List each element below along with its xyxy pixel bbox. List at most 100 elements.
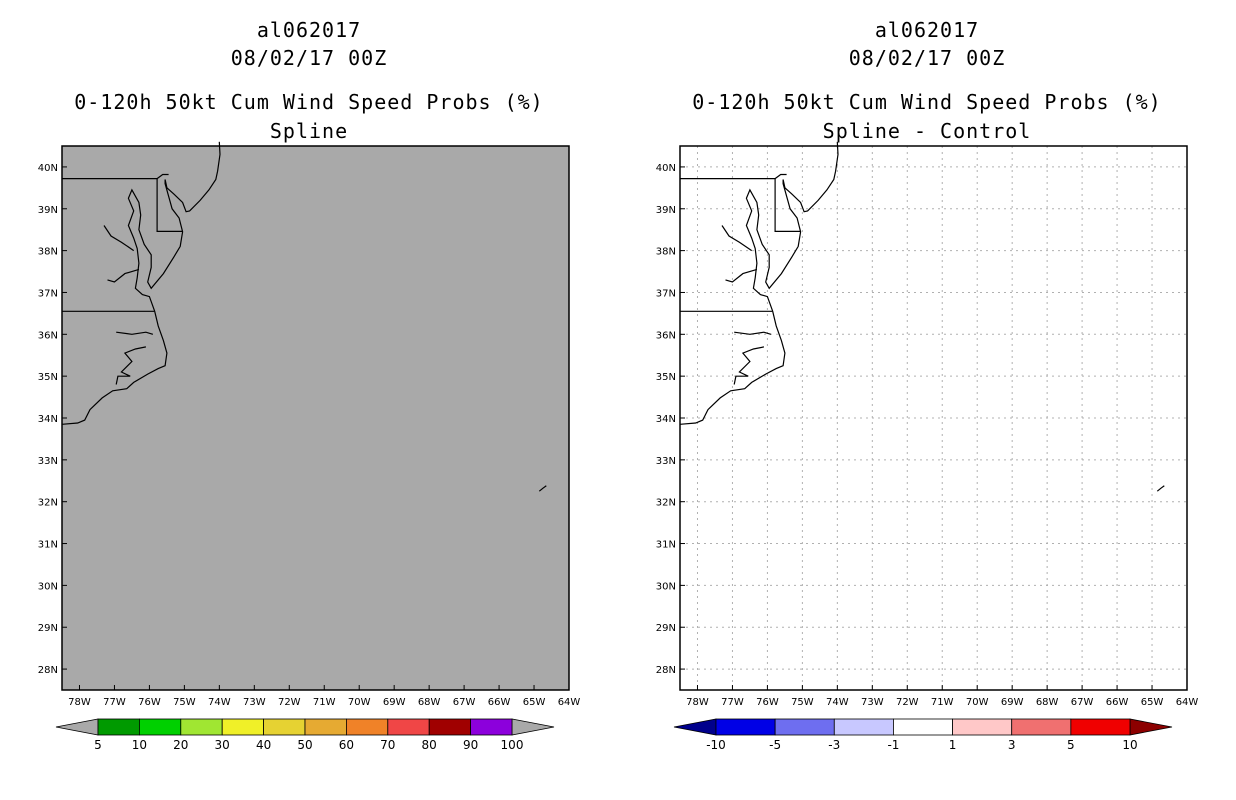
lat-tick-label: 28N (38, 665, 58, 676)
lat-tick-label: 34N (38, 414, 58, 425)
coastline (679, 141, 839, 425)
lat-tick-label: 36N (656, 330, 676, 341)
lat-tick-label: 31N (38, 540, 58, 551)
storm-id: al062017 (874, 18, 980, 42)
colorbar-label: -1 (887, 738, 899, 752)
colorbar-swatch (715, 718, 776, 736)
lon-tick-label: 65W (523, 697, 546, 708)
lon-tick-label: 66W (1106, 697, 1129, 708)
colorbar-label: 60 (339, 738, 354, 752)
lon-tick-label: 74W (826, 697, 849, 708)
colorbar-label: 50 (297, 738, 312, 752)
lon-tick-label: 68W (1036, 697, 1059, 708)
lon-tick-label: 72W (278, 697, 301, 708)
lat-tick-label: 30N (38, 581, 58, 592)
storm-id: al062017 (256, 18, 362, 42)
lat-tick-label: 32N (38, 498, 58, 509)
colorbar-swatch (1011, 718, 1072, 736)
colorbar-label: 5 (94, 738, 102, 752)
lon-tick-label: 77W (721, 697, 744, 708)
lon-tick-label: 69W (383, 697, 406, 708)
lon-tick-label: 71W (313, 697, 336, 708)
bermuda-island (538, 485, 547, 492)
lon-tick-label: 77W (103, 697, 126, 708)
map-background (62, 146, 569, 690)
map-spline: 40N 39N 38N 37N 36N 35N 34N 33N 32N 31N 30N 29N 28N 7… (38, 141, 580, 752)
colorbar-swatch (952, 718, 1013, 736)
lat-tick-label: 39N (38, 205, 58, 216)
colorbar-label: 40 (256, 738, 271, 752)
river (103, 225, 135, 252)
lon-tick-label: 70W (966, 697, 989, 708)
river (734, 331, 772, 335)
lon-tick-label: 76W (756, 697, 779, 708)
panel-spline: al062017 08/02/17 00Z 0-120h 50kt Cum Wi… (38, 18, 581, 752)
lat-tick-label: 29N (656, 623, 676, 634)
lon-tick-label: 73W (243, 697, 266, 708)
lon-tick-label: 65W (1141, 697, 1164, 708)
lon-tick-label: 78W (686, 697, 709, 708)
lat-tick-label: 40N (656, 163, 676, 174)
lon-tick-label: 68W (418, 697, 441, 708)
datetime: 08/02/17 00Z (848, 46, 1006, 70)
lat-tick-label: 36N (38, 330, 58, 341)
panel-subtitle: Spline (269, 119, 349, 143)
coastline (61, 141, 221, 425)
colorbar-swatch (304, 718, 347, 736)
lon-tick-label: 75W (173, 697, 196, 708)
colorbar-label: 80 (422, 738, 437, 752)
colorbar-swatch (180, 718, 223, 736)
state-border (62, 178, 183, 232)
lat-tick-label: 28N (656, 665, 676, 676)
lon-tick-label: 67W (1071, 697, 1094, 708)
colorbar-low-arrow (55, 718, 99, 736)
colorbar-label: -3 (828, 738, 840, 752)
panel-subtitle: Spline - Control (822, 119, 1032, 143)
colorbar-label: 10 (132, 738, 147, 752)
lon-tick-label: 74W (208, 697, 231, 708)
lat-tick-label: 38N (38, 247, 58, 258)
lon-tick-label: 66W (488, 697, 511, 708)
colorbar-label: -10 (706, 738, 726, 752)
colorbar-swatch (428, 718, 472, 736)
datetime: 08/02/17 00Z (230, 46, 388, 70)
colorbar-label: 3 (1008, 738, 1016, 752)
lon-tick-label: 72W (896, 697, 919, 708)
colorbar-swatch (138, 718, 182, 736)
coastline-sound (733, 346, 765, 385)
lon-tick-label: 67W (453, 697, 476, 708)
lat-tick-label: 35N (656, 372, 676, 383)
colorbar-label: 70 (380, 738, 395, 752)
lat-tick-label: 35N (38, 372, 58, 383)
panel-title: 0-120h 50kt Cum Wind Speed Probs (%) (692, 90, 1162, 114)
lon-tick-label: 64W (1176, 697, 1199, 708)
colorbar-high-arrow (511, 718, 555, 736)
lat-tick-label: 33N (38, 456, 58, 467)
colorbar-swatch (833, 718, 894, 736)
colorbar-swatch (263, 718, 306, 736)
lon-tick-label: 78W (68, 697, 91, 708)
river (116, 331, 154, 335)
colorbar-label: 100 (501, 738, 524, 752)
lon-tick-label: 71W (931, 697, 954, 708)
lat-tick-label: 37N (656, 288, 676, 299)
map-spline-control: 40N 39N 38N 37N 36N 35N 34N 33N 32N 31N 30N 29N 28N 7… (656, 141, 1199, 752)
lat-tick-label: 33N (656, 456, 676, 467)
lon-tick-label: 70W (348, 697, 371, 708)
colorbar-high-arrow (1129, 718, 1173, 736)
colorbar-label: 1 (949, 738, 957, 752)
lat-tick-label: 37N (38, 288, 58, 299)
colorbar-low-arrow (673, 718, 717, 736)
colorbar-swatch (470, 718, 513, 736)
lat-tick-label: 31N (656, 540, 676, 551)
lat-tick-label: 29N (38, 623, 58, 634)
panel-spline-control: al062017 08/02/17 00Z 0-120h 50kt Cum Wi… (618, 0, 1236, 800)
colorbar-label: 10 (1122, 738, 1137, 752)
lon-tick-label: 75W (791, 697, 814, 708)
lon-tick-label: 73W (861, 697, 884, 708)
lat-tick-label: 39N (656, 205, 676, 216)
colorbar-swatch (893, 718, 953, 736)
lat-tick-label: 30N (656, 581, 676, 592)
panel-title: 0-120h 50kt Cum Wind Speed Probs (%) (74, 90, 544, 114)
lat-tick-label: 34N (656, 414, 676, 425)
